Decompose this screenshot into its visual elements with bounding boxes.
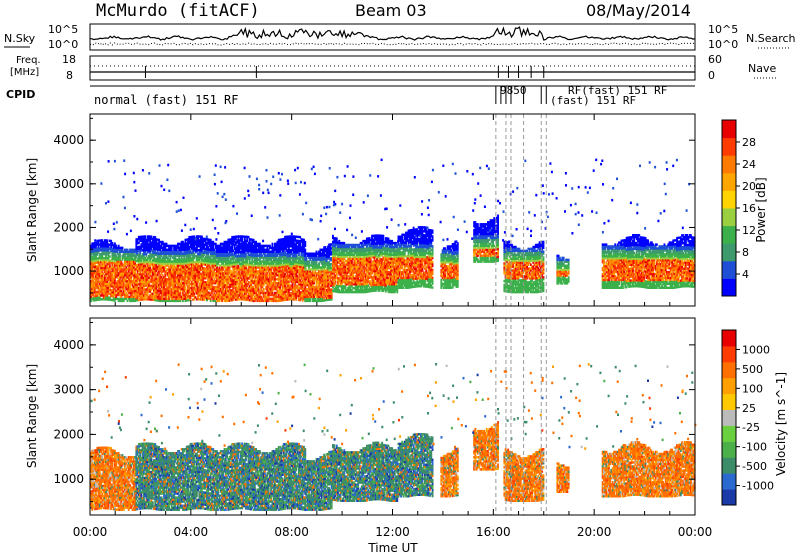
scatter-cell: [108, 255, 111, 258]
freq-tick-hi: 18: [62, 53, 76, 66]
freq-label-1: Freq.: [16, 55, 41, 66]
scatter-cell: [299, 236, 302, 239]
beam-title: Beam 03: [355, 1, 427, 20]
noise-tick-lo-right: 10^0: [708, 38, 738, 51]
nsearch-label: N.Search: [746, 32, 796, 45]
scatter-cell: [137, 241, 140, 245]
nave-tick-hi: 60: [708, 53, 722, 66]
noise-tick-hi-left: 10^5: [48, 23, 78, 36]
noise-tick-hi-right: 10^5: [708, 23, 738, 36]
scatter-cell: [115, 244, 118, 247]
station-title: McMurdo (fitACF): [96, 1, 260, 21]
nave-tick-lo: 0: [708, 69, 715, 82]
scatter-cell: [110, 239, 113, 243]
scatter-cell: [262, 287, 265, 291]
noise-traces: [89, 26, 696, 46]
scatter-cell: [113, 242, 116, 245]
freq-panel-frame: [89, 55, 696, 81]
cpid-overlap-3: (fast) 151 RF: [550, 94, 636, 107]
scatter-cell: [150, 235, 153, 238]
scatter-cell: [121, 246, 124, 250]
scatter-cell: [106, 239, 109, 242]
nsky-label: N.Sky: [4, 32, 36, 45]
scatter-cell: [303, 238, 305, 242]
scatter-cell: [154, 236, 157, 239]
cpid-overlap-1: 9850: [500, 84, 527, 97]
nsky-trace: [89, 26, 696, 41]
cpid-text: normal (fast) 151 RF: [94, 93, 239, 107]
noise-tick-lo-left: 10^0: [48, 38, 78, 51]
scatter-cell: [200, 235, 203, 238]
scatter-cell: [111, 242, 114, 245]
nsearch-trace: [89, 42, 696, 46]
scatter-cell: [304, 240, 307, 244]
scatter-cell: [304, 248, 307, 251]
cpid-label: CPID: [6, 88, 35, 101]
scatter-cell: [158, 238, 160, 242]
scatter-cell: [144, 235, 147, 238]
nave-label: Nave: [748, 62, 776, 75]
freq-label-2: [MHz]: [10, 67, 39, 78]
scatter-cell: [271, 242, 274, 246]
scatter-cell: [247, 235, 250, 239]
date-title: 08/May/2014: [586, 1, 691, 20]
scatter-cell: [184, 285, 187, 289]
freq-tick-lo: 8: [66, 69, 73, 82]
scatter-cell: [193, 292, 196, 295]
freq-traces: [90, 65, 695, 78]
